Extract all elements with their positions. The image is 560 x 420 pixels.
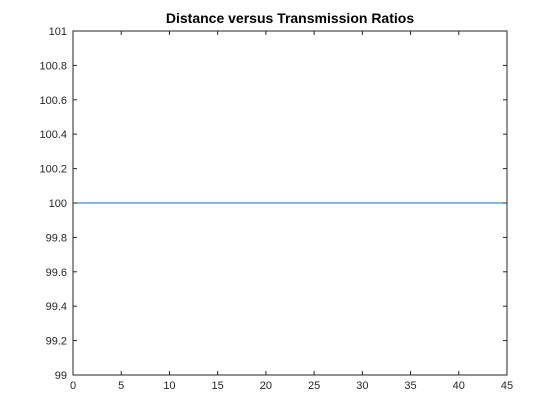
y-tick-label: 100 [49,198,67,210]
x-tick-label: 15 [212,380,224,392]
y-tick-label: 100.2 [39,164,67,176]
x-tick-label: 25 [308,380,320,392]
x-tick-label: 35 [404,380,416,392]
chart-title: Distance versus Transmission Ratios [166,10,414,26]
y-tick-label: 100.4 [39,129,67,141]
x-tick-label: 10 [163,380,175,392]
x-tick-label: 0 [70,380,76,392]
y-tick-label: 100.8 [39,60,67,72]
y-tick-label: 99.2 [46,336,67,348]
y-tick-label: 99.6 [46,267,67,279]
y-tick-label: 100.6 [39,95,67,107]
x-tick-label: 20 [260,380,272,392]
x-tick-label: 45 [501,380,513,392]
y-tick-label: 101 [49,26,67,38]
x-tick-label: 40 [453,380,465,392]
y-tick-label: 99.4 [46,301,67,313]
x-tick-label: 30 [356,380,368,392]
x-tick-label: 5 [118,380,124,392]
y-tick-label: 99 [55,370,67,382]
y-tick-label: 99.8 [46,232,67,244]
plot-area: 0 5 10 15 20 25 30 35 40 45 99 99.2 99.4 99.6 99.8 100 1… [39,26,513,392]
